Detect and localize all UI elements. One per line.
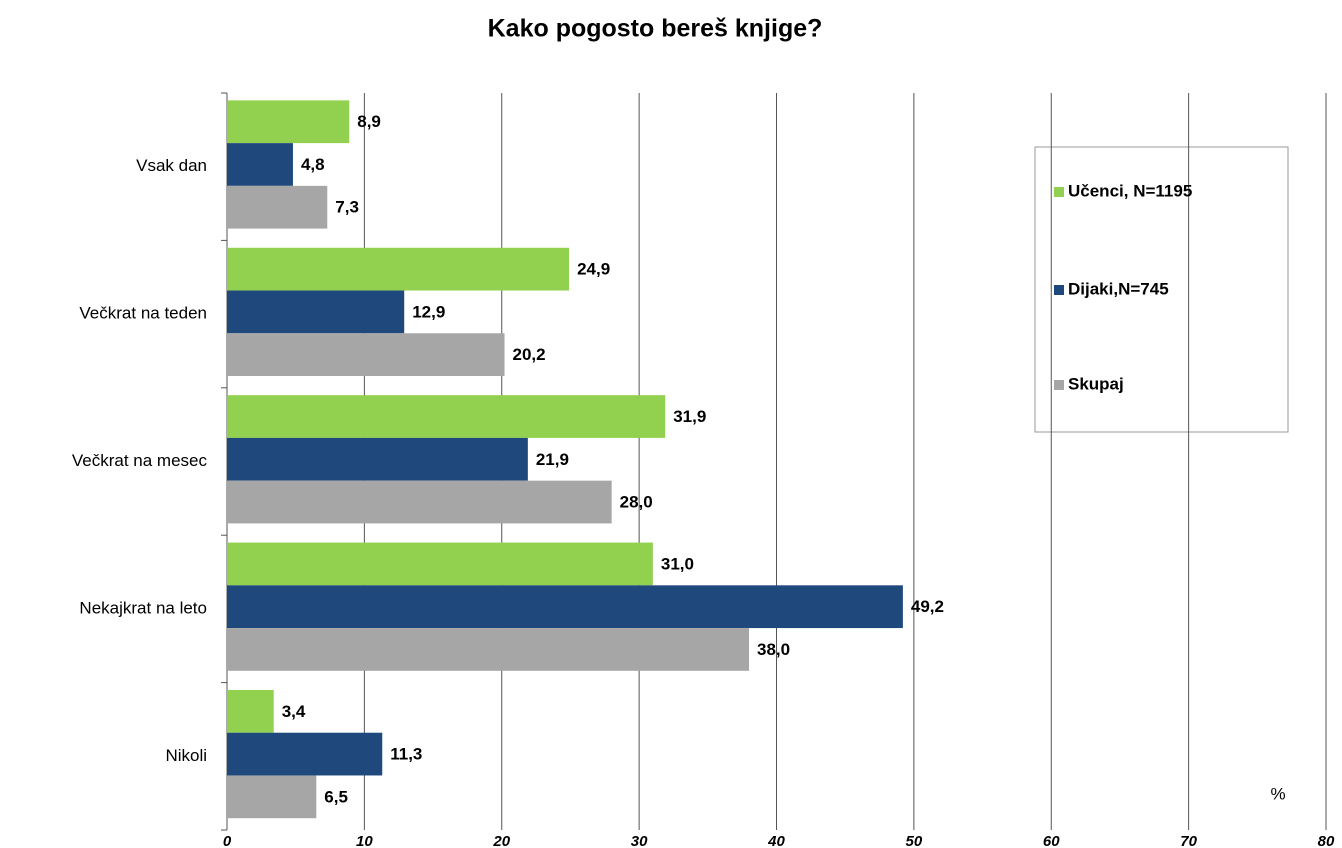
value-label: 21,9: [536, 450, 569, 469]
bar: [227, 628, 750, 671]
bar: [227, 143, 293, 186]
value-label: 38,0: [757, 640, 790, 659]
bar: [227, 775, 317, 819]
x-tick-label: 60: [1043, 833, 1060, 848]
value-label: 12,9: [412, 302, 445, 321]
y-tick-label: Nikoli: [165, 746, 207, 765]
chart-title: Kako pogosto bereš knjige?: [488, 15, 823, 43]
value-label: 8,9: [357, 112, 381, 131]
x-tick-label: 80: [1318, 833, 1335, 848]
y-tick-label: Večkrat na teden: [79, 304, 207, 323]
value-label: 7,3: [335, 198, 359, 217]
x-axis-label: %: [1270, 784, 1285, 803]
bar: [227, 689, 274, 733]
bar: [227, 732, 383, 776]
x-tick-label: 70: [1180, 833, 1197, 848]
x-tick-label: 20: [492, 833, 510, 848]
value-label: 31,0: [661, 554, 694, 573]
bar: [227, 480, 612, 524]
x-tick-label: 10: [356, 833, 373, 848]
x-tick-label: 40: [767, 833, 785, 848]
bar: [227, 437, 528, 481]
y-tick-label: Nekajkrat na leto: [79, 598, 207, 617]
x-tick-label: 0: [223, 833, 232, 848]
legend-label: Skupaj: [1068, 374, 1124, 393]
bar: [227, 290, 405, 334]
bar: [227, 100, 350, 144]
bar: [227, 542, 653, 586]
legend-label: Učenci, N=1195: [1068, 181, 1192, 200]
y-tick-label: Vsak dan: [136, 156, 207, 175]
legend-box: [1034, 146, 1289, 433]
legend-swatch: [1054, 285, 1064, 295]
value-label: 31,9: [673, 407, 706, 426]
x-tick-label: 50: [906, 833, 923, 848]
y-tick-label: Večkrat na mesec: [72, 451, 208, 470]
value-label: 28,0: [620, 493, 653, 512]
value-label: 3,4: [282, 702, 306, 721]
bar: [227, 395, 666, 438]
legend-label: Dijaki,N=745: [1068, 279, 1169, 298]
value-label: 6,5: [324, 787, 348, 806]
bar: [227, 185, 328, 229]
bar: [227, 585, 903, 629]
legend-swatch: [1054, 187, 1064, 197]
legend-swatch: [1054, 380, 1064, 390]
value-label: 49,2: [911, 597, 944, 616]
value-label: 20,2: [512, 345, 545, 364]
bar: [227, 247, 570, 291]
bar: [227, 333, 505, 377]
value-label: 4,8: [301, 155, 325, 174]
x-tick-label: 30: [631, 833, 648, 848]
value-label: 24,9: [577, 260, 610, 279]
value-label: 11,3: [390, 745, 422, 764]
